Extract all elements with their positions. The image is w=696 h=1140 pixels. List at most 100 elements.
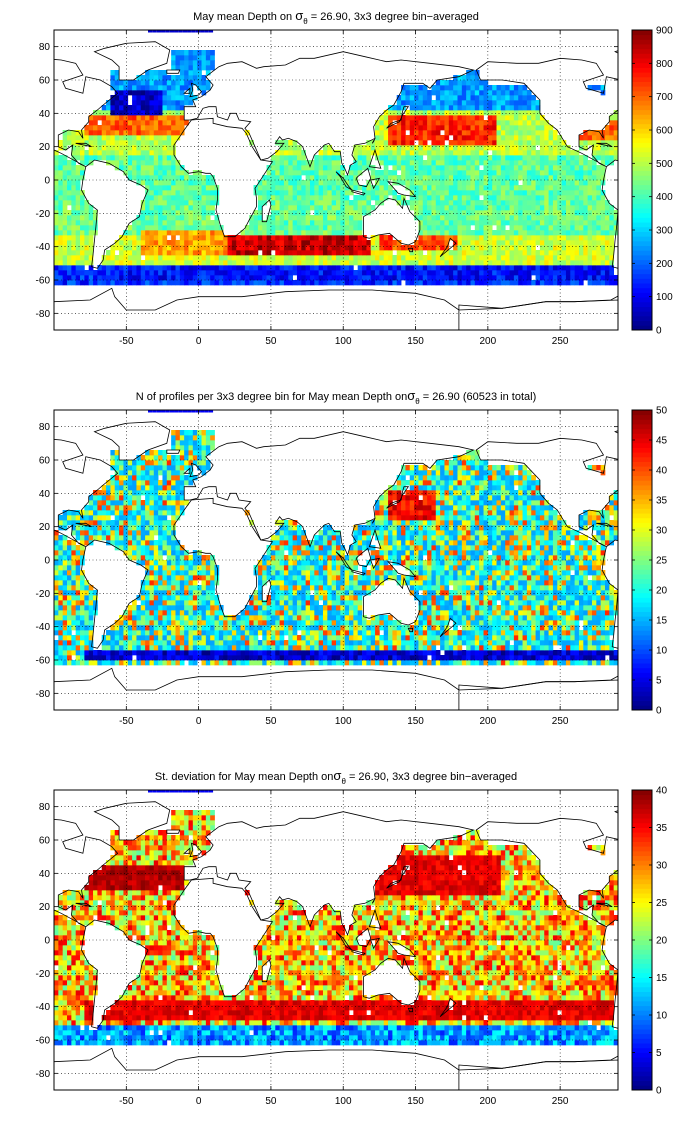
- heatmap-cell: [405, 125, 411, 131]
- heatmap-cell: [58, 140, 64, 146]
- heatmap-cell: [153, 205, 159, 211]
- heatmap-cell: [487, 110, 493, 116]
- heatmap-cell: [314, 630, 319, 636]
- heatmap-cell: [461, 85, 467, 91]
- heatmap-cell: [414, 120, 419, 126]
- heatmap-cell: [383, 180, 389, 186]
- heatmap-cell: [106, 105, 111, 111]
- heatmap-cell: [448, 165, 454, 171]
- heatmap-cell: [474, 240, 480, 246]
- heatmap-cell: [140, 235, 146, 241]
- heatmap-cell: [75, 245, 81, 251]
- heatmap-cell: [314, 160, 319, 166]
- heatmap-cell: [75, 185, 81, 191]
- heatmap-cell: [353, 280, 359, 286]
- heatmap-cell: [67, 140, 72, 146]
- heatmap-cell: [396, 100, 402, 106]
- heatmap-cell: [561, 250, 567, 256]
- heatmap-cell: [587, 215, 593, 221]
- heatmap-cell: [153, 190, 159, 196]
- heatmap-cell: [114, 660, 120, 666]
- heatmap-cell: [583, 645, 588, 651]
- heatmap-cell: [461, 100, 467, 106]
- heatmap-cell: [440, 255, 445, 261]
- heatmap-cell: [418, 170, 424, 176]
- heatmap-cell: [62, 165, 68, 171]
- heatmap-cell: [283, 275, 289, 281]
- heatmap-cell: [479, 105, 484, 111]
- heatmap-cell: [292, 280, 298, 286]
- heatmap-cell: [574, 215, 580, 221]
- heatmap-cell: [613, 150, 619, 156]
- heatmap-cell: [461, 90, 467, 96]
- heatmap-cell: [444, 105, 450, 111]
- heatmap-cell: [518, 255, 523, 261]
- heatmap-cell: [84, 275, 90, 281]
- heatmap-cell: [336, 150, 341, 156]
- heatmap-cell: [257, 240, 263, 246]
- heatmap-cell: [145, 205, 150, 211]
- heatmap-cell: [136, 85, 142, 91]
- heatmap-cell: [388, 110, 393, 116]
- heatmap-cell: [552, 245, 558, 251]
- heatmap-cell: [474, 90, 480, 96]
- heatmap-cell: [557, 150, 562, 156]
- heatmap-cell: [531, 655, 536, 661]
- heatmap-cell: [604, 155, 610, 161]
- heatmap-cell: [379, 655, 385, 661]
- heatmap-cell: [270, 225, 276, 231]
- heatmap-cell: [145, 255, 150, 261]
- heatmap-cell: [106, 160, 111, 166]
- heatmap-cell: [205, 215, 211, 221]
- heatmap-cell: [301, 650, 306, 656]
- heatmap-cell: [444, 640, 450, 646]
- heatmap-cell: [205, 185, 211, 191]
- heatmap-cell: [218, 280, 224, 286]
- heatmap-cell: [171, 60, 176, 66]
- heatmap-cell: [544, 240, 549, 246]
- heatmap-cell: [362, 155, 367, 161]
- heatmap-cell: [140, 655, 146, 661]
- heatmap-cell: [414, 275, 419, 281]
- heatmap-cell: [561, 210, 567, 216]
- heatmap-cell: [505, 160, 510, 166]
- heatmap-cell: [340, 275, 346, 281]
- heatmap-cell: [362, 640, 367, 646]
- heatmap-cell: [84, 635, 90, 641]
- heatmap-cell: [114, 145, 120, 151]
- heatmap-cell: [127, 250, 133, 256]
- heatmap-cell: [279, 650, 285, 656]
- heatmap-cell: [609, 260, 615, 266]
- heatmap-cell: [67, 215, 72, 221]
- heatmap-cell: [375, 650, 380, 656]
- heatmap-cell: [565, 660, 571, 666]
- heatmap-cell: [474, 650, 480, 656]
- heatmap-cell: [600, 245, 606, 251]
- colorbar-segment: [632, 269, 652, 275]
- heatmap-cell: [591, 660, 597, 666]
- heatmap-cell: [505, 140, 510, 146]
- heatmap-cell: [522, 150, 528, 156]
- heatmap-cell: [496, 225, 502, 231]
- heatmap-cell: [101, 150, 107, 156]
- heatmap-cell: [62, 200, 68, 206]
- heatmap-cell: [149, 210, 155, 216]
- heatmap-cell: [257, 645, 263, 651]
- heatmap-cell: [119, 120, 124, 126]
- heatmap-cell: [470, 270, 476, 276]
- heatmap-cell: [253, 655, 259, 661]
- heatmap-cell: [188, 80, 194, 86]
- heatmap-cell: [336, 205, 341, 211]
- heatmap-cell: [522, 125, 528, 131]
- heatmap-cell: [466, 270, 471, 276]
- heatmap-cell: [435, 95, 441, 101]
- heatmap-cell: [518, 265, 523, 271]
- heatmap-cell: [392, 175, 398, 181]
- heatmap-cell: [179, 255, 185, 261]
- heatmap-cell: [153, 75, 159, 81]
- heatmap-cell: [210, 250, 215, 256]
- heatmap-cell: [188, 190, 194, 196]
- heatmap-cell: [474, 215, 480, 221]
- heatmap-cell: [548, 270, 554, 276]
